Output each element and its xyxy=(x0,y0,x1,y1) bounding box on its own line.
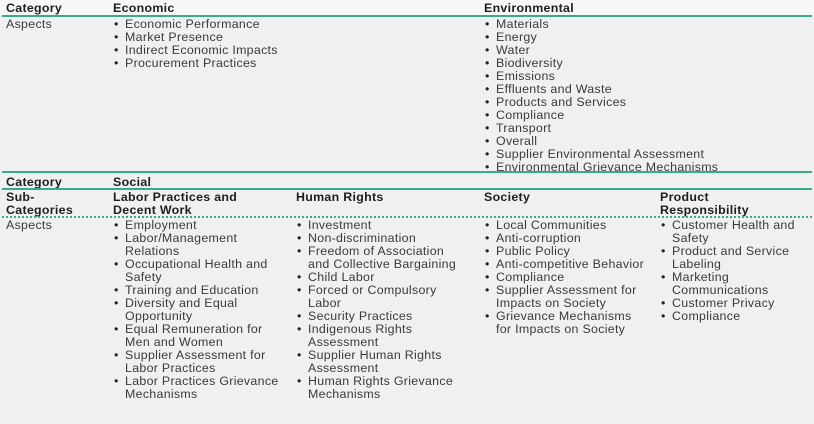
aspect-item: Effluents and Waste xyxy=(484,83,812,97)
aspect-item: Indirect Economic Impacts xyxy=(113,44,443,58)
aspect-item: Transport xyxy=(484,122,812,136)
economic-heading: Economic xyxy=(113,1,175,15)
aspect-item: Biodiversity xyxy=(484,57,812,71)
aspect-item: Market Presence xyxy=(113,31,443,45)
aspect-item: Indigenous Rights Assessment xyxy=(296,323,458,349)
aspect-item: Freedom of Association and Collective Ba… xyxy=(296,245,458,271)
aspect-item: Occupational Health and Safety xyxy=(113,258,285,284)
aspect-item: Supplier Assessment for Labor Practices xyxy=(113,349,285,375)
aspect-item: Customer Privacy xyxy=(660,297,810,311)
aspect-item: Procurement Practices xyxy=(113,57,443,71)
category-label: Category xyxy=(6,1,63,15)
aspect-item: Grievance Mechanisms for Impacts on Soci… xyxy=(484,310,644,336)
environmental-heading: Environmental xyxy=(484,1,574,15)
aspect-item: Emissions xyxy=(484,70,812,84)
aspect-item: Forced or Compulsory Labor xyxy=(296,284,458,310)
dotted-divider xyxy=(2,216,812,218)
aspects-label: Aspects xyxy=(6,218,53,232)
header-row-background xyxy=(0,0,814,15)
subcategory-product-responsibility-heading: Product Responsibility xyxy=(660,190,749,217)
divider xyxy=(2,171,812,173)
aspect-item: Energy xyxy=(484,31,812,45)
aspect-item: Anti-competitive Behavior xyxy=(484,258,644,272)
society-aspects-list: Local CommunitiesAnti-corruptionPublic P… xyxy=(484,219,644,336)
subcategory-society-heading: Society xyxy=(484,190,531,204)
aspect-item: Marketing Communications xyxy=(660,271,810,297)
aspect-item: Overall xyxy=(484,135,812,149)
aspect-item: Labor Practices Grievance Mechanisms xyxy=(113,375,285,401)
economic-aspects-list: Economic PerformanceMarket PresenceIndir… xyxy=(113,18,443,71)
subcategory-labor-heading: Labor Practices and Decent Work xyxy=(113,190,238,217)
aspect-item: Anti-corruption xyxy=(484,232,644,246)
subcategory-human-rights-heading: Human Rights xyxy=(296,190,384,204)
aspect-item: Local Communities xyxy=(484,219,644,233)
aspect-item: Diversity and Equal Opportunity xyxy=(113,297,285,323)
labor-aspects-list: EmploymentLabor/Management RelationsOccu… xyxy=(113,219,285,401)
aspect-item: Compliance xyxy=(484,109,812,123)
environmental-aspects-list: MaterialsEnergyWaterBiodiversityEmission… xyxy=(484,18,812,175)
aspect-item: Non-discrimination xyxy=(296,232,458,246)
aspect-item: Customer Health and Safety xyxy=(660,219,810,245)
aspect-item: Employment xyxy=(113,219,285,233)
aspect-item: Investment xyxy=(296,219,458,233)
aspect-item: Supplier Assessment for Impacts on Socie… xyxy=(484,284,644,310)
product-responsibility-aspects-list: Customer Health and SafetyProduct and Se… xyxy=(660,219,810,324)
aspect-item: Public Policy xyxy=(484,245,644,259)
divider xyxy=(2,15,812,17)
aspect-item: Equal Remuneration for Men and Women xyxy=(113,323,285,349)
aspect-item: Environmental Grievance Mechanisms xyxy=(484,161,812,175)
aspect-item: Products and Services xyxy=(484,96,812,110)
aspect-item: Labor/Management Relations xyxy=(113,232,285,258)
aspect-item: Economic Performance xyxy=(113,18,443,32)
aspect-item: Supplier Environmental Assessment xyxy=(484,148,812,162)
aspect-item: Compliance xyxy=(484,271,644,285)
aspect-item: Materials xyxy=(484,18,812,32)
category-label: Category xyxy=(6,175,63,189)
aspect-item: Product and Service Labeling xyxy=(660,245,810,271)
aspect-item: Human Rights Grievance Mechanisms xyxy=(296,375,458,401)
aspect-item: Training and Education xyxy=(113,284,285,298)
divider xyxy=(2,188,812,190)
social-heading: Social xyxy=(113,175,152,189)
aspects-label: Aspects xyxy=(6,17,53,31)
aspect-item: Water xyxy=(484,44,812,58)
aspect-item: Child Labor xyxy=(296,271,458,285)
subcategories-label: Sub-Categories xyxy=(6,190,74,217)
human-rights-aspects-list: InvestmentNon-discriminationFreedom of A… xyxy=(296,219,458,401)
aspect-item: Security Practices xyxy=(296,310,458,324)
aspect-item: Compliance xyxy=(660,310,810,324)
aspect-item: Supplier Human Rights Assessment xyxy=(296,349,458,375)
